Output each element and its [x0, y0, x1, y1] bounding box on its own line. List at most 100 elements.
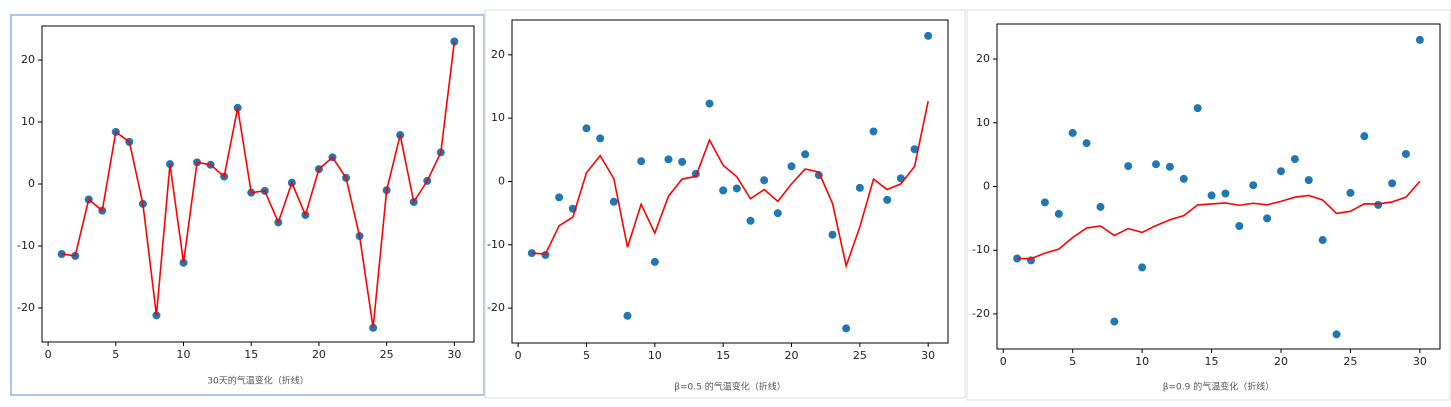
y-tick-label: 0 — [498, 175, 505, 188]
point — [719, 186, 728, 195]
x-tick-label: 20 — [312, 348, 326, 361]
point — [1415, 35, 1424, 44]
y-tick-label: 0 — [28, 177, 35, 190]
point — [1304, 176, 1313, 185]
point — [732, 184, 741, 193]
point — [1096, 202, 1105, 211]
y-tick-label: -20 — [972, 307, 990, 320]
point — [596, 134, 605, 143]
point — [801, 150, 810, 159]
point — [1054, 209, 1063, 218]
x-axis-label: β=0.9 的气温变化（折线） — [1163, 381, 1274, 393]
x-tick-label: 20 — [785, 349, 799, 362]
point — [527, 249, 536, 258]
point — [1360, 132, 1369, 141]
x-tick-label: 0 — [1000, 355, 1007, 368]
point — [650, 257, 659, 266]
point — [1374, 200, 1383, 209]
point — [787, 162, 796, 171]
point — [1332, 330, 1341, 339]
point — [1388, 179, 1397, 188]
y-tick-label: 10 — [976, 116, 990, 129]
point — [1193, 104, 1202, 113]
x-tick-label: 15 — [1205, 355, 1219, 368]
x-tick-label: 10 — [177, 348, 191, 361]
y-tick-label: 0 — [983, 180, 990, 193]
panel-frame — [484, 9, 966, 399]
x-tick-label: 25 — [853, 349, 867, 362]
point — [1165, 162, 1174, 171]
point — [705, 99, 714, 108]
x-tick-label: 15 — [244, 348, 258, 361]
y-tick-label: -20 — [487, 301, 505, 314]
point — [746, 216, 755, 225]
point — [1124, 162, 1133, 171]
x-tick-label: 25 — [1343, 355, 1357, 368]
x-tick-label: 30 — [1413, 355, 1427, 368]
point — [1221, 189, 1230, 198]
point — [541, 250, 550, 259]
point — [1401, 150, 1410, 158]
point — [828, 230, 837, 239]
x-tick-label: 10 — [1135, 355, 1149, 368]
y-tick-label: -10 — [17, 239, 35, 252]
point — [1179, 174, 1188, 183]
x-tick-label: 5 — [112, 348, 119, 361]
point — [924, 31, 933, 40]
x-axis-label: β=0.5 的气温变化（折线） — [674, 381, 785, 393]
point — [1207, 191, 1216, 200]
y-tick-label: 20 — [491, 48, 505, 61]
x-tick-label: 20 — [1274, 355, 1288, 368]
x-tick-label: 5 — [1069, 355, 1076, 368]
x-tick-label: 15 — [716, 349, 730, 362]
point — [1235, 222, 1244, 231]
point — [1110, 317, 1119, 326]
line — [1017, 180, 1421, 260]
line — [61, 41, 456, 328]
x-tick-label: 0 — [45, 348, 52, 361]
point — [1346, 188, 1355, 197]
point — [883, 195, 892, 204]
x-axis-label: 30天的气温变化（折线） — [207, 375, 308, 387]
point — [1082, 139, 1091, 148]
point — [773, 209, 782, 218]
point — [555, 193, 564, 202]
point — [1040, 198, 1049, 207]
y-tick-label: -10 — [972, 243, 990, 256]
point — [1276, 167, 1285, 176]
y-tick-label: 20 — [976, 52, 990, 65]
x-tick-label: 30 — [447, 348, 461, 361]
point — [869, 127, 878, 136]
y-tick-label: 20 — [21, 53, 35, 66]
point — [637, 157, 646, 166]
point — [1318, 236, 1327, 245]
x-tick-label: 30 — [921, 349, 935, 362]
point — [678, 157, 687, 166]
y-tick-label: -20 — [17, 301, 35, 314]
point — [1249, 181, 1258, 190]
x-tick-label: 10 — [648, 349, 662, 362]
point — [1152, 160, 1161, 169]
x-tick-label: 25 — [380, 348, 394, 361]
point — [910, 145, 919, 154]
point — [664, 155, 673, 164]
point — [855, 183, 864, 192]
point — [609, 197, 618, 206]
point — [1068, 128, 1077, 137]
y-tick-label: -10 — [487, 238, 505, 251]
point — [1138, 263, 1147, 272]
line — [531, 101, 929, 269]
point — [842, 324, 851, 333]
y-tick-label: 10 — [21, 115, 35, 128]
point — [1263, 214, 1272, 223]
y-tick-label: 10 — [491, 111, 505, 124]
point — [760, 176, 769, 185]
point — [1290, 155, 1299, 164]
point — [582, 124, 591, 133]
point — [623, 311, 632, 320]
panel-frame — [10, 14, 485, 396]
x-tick-label: 0 — [515, 349, 522, 362]
x-tick-label: 5 — [583, 349, 590, 362]
